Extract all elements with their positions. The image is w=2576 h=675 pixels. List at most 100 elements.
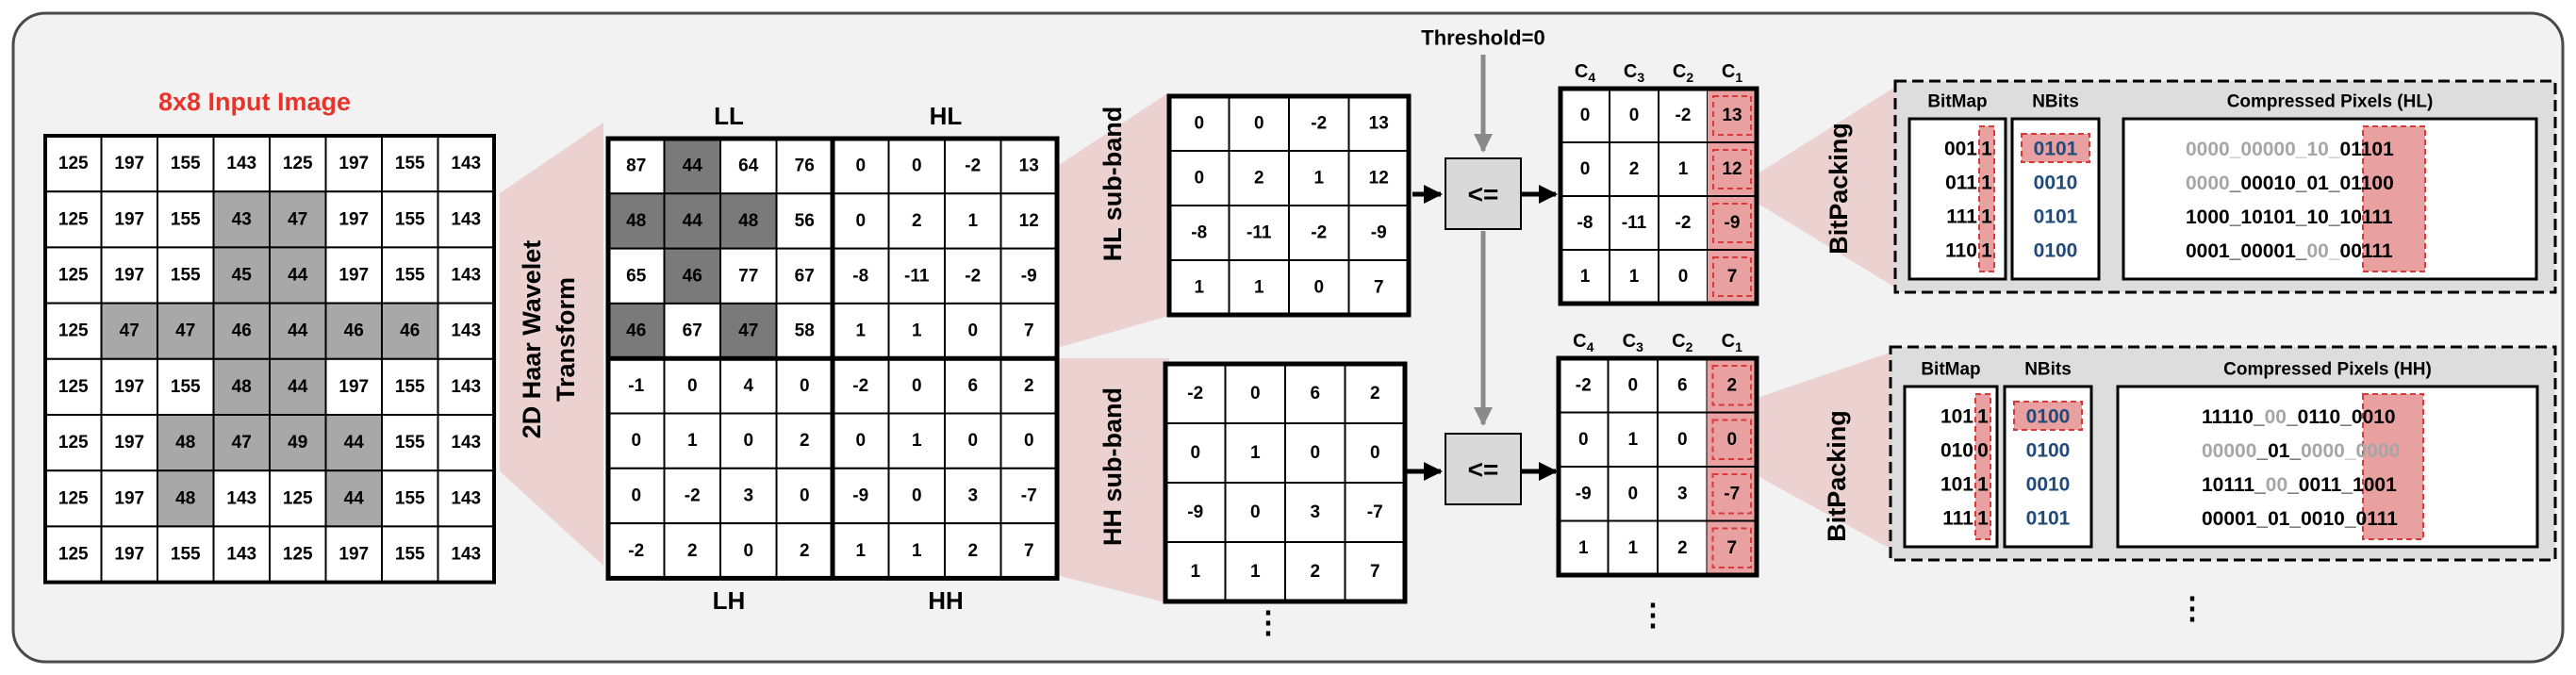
coefficient-cell bbox=[944, 192, 1002, 250]
bit-segment: 0010 bbox=[2352, 406, 2396, 428]
input-pixel-value: 197 bbox=[339, 209, 369, 229]
coefficient-value: 7 bbox=[1024, 321, 1034, 341]
hl-bitpack-nbits-highlight bbox=[2021, 133, 2090, 163]
coefficient-value: 4 bbox=[743, 376, 753, 396]
hl-threshold-grid-value: 1 bbox=[1580, 267, 1591, 287]
bit-segment: 0001_00001_ bbox=[2186, 240, 2307, 262]
input-pixel-value: 143 bbox=[451, 321, 481, 341]
band-input-to-transform bbox=[500, 123, 603, 566]
hh-subband-grid-value: -9 bbox=[1187, 502, 1203, 522]
comparator-box-hl bbox=[1445, 157, 1522, 230]
input-pixel-value: 155 bbox=[171, 209, 201, 229]
coefficient-value: 6 bbox=[967, 376, 978, 396]
hl-bitpack-nbits-value: 0101 bbox=[2034, 139, 2078, 160]
input-pixel-cell bbox=[44, 414, 103, 472]
bit-segment: 0000_ bbox=[2301, 440, 2356, 462]
coefficient-cell bbox=[832, 522, 890, 580]
coefficient-value: 46 bbox=[683, 266, 702, 286]
column-header-main: C bbox=[1672, 331, 1685, 352]
column-header-sub: 2 bbox=[1686, 339, 1693, 354]
quadrant-label-hl: HL bbox=[930, 102, 963, 130]
coefficient-value: 13 bbox=[1019, 156, 1039, 176]
hh-subband-label: HH sub-band bbox=[1098, 387, 1127, 546]
column-header-main: C bbox=[1722, 61, 1735, 82]
input-pixel-value: 155 bbox=[395, 154, 425, 173]
bit-segment: 0000 bbox=[2186, 173, 2230, 194]
input-pixel-value: 48 bbox=[232, 377, 252, 397]
column-header-c1: C1 bbox=[1722, 61, 1742, 85]
hh-threshold-grid-value: -7 bbox=[1724, 484, 1740, 503]
quadrant-label-lh: LH bbox=[713, 586, 746, 615]
hh-bitpack-bitmap-row: 010 bbox=[1940, 440, 1973, 462]
hl-subband-grid-value: 0 bbox=[1194, 114, 1204, 134]
hl-bitpack-bitmap-bit: 1 bbox=[1981, 240, 1992, 262]
input-pixel-cell bbox=[381, 469, 439, 528]
hl-subband-text: HL sub-band bbox=[1098, 107, 1127, 262]
coefficient-value: 0 bbox=[631, 486, 641, 505]
bit-segment: _0011_ bbox=[2287, 474, 2353, 496]
hh-bitpack-bitmap-bit: 0 bbox=[1977, 440, 1989, 462]
hl-threshold-grid-border bbox=[1558, 86, 1759, 306]
coefficient-value: 47 bbox=[738, 321, 758, 341]
coefficient-value: 2 bbox=[967, 541, 978, 561]
input-pixel-value: 197 bbox=[339, 154, 369, 173]
input-pixel-value: 143 bbox=[226, 154, 256, 173]
input-pixel-cell bbox=[157, 357, 215, 416]
hh-subband-grid-value: 0 bbox=[1250, 502, 1261, 522]
hh-bitpack-bitmap-highlight bbox=[1974, 393, 1991, 540]
input-pixel-cell bbox=[100, 190, 158, 249]
hl-threshold-grid-value: 0 bbox=[1629, 106, 1640, 125]
hl-bitpack-compressed-row: 0001_00001_00_00111 bbox=[2186, 240, 2393, 262]
coefficient-cell bbox=[999, 522, 1058, 580]
column-header-c4: C4 bbox=[1575, 61, 1595, 85]
bit-segment: 00 bbox=[2266, 474, 2287, 496]
coefficient-value: -2 bbox=[628, 541, 644, 561]
coefficient-value: 67 bbox=[683, 321, 702, 341]
input-pixel-value: 46 bbox=[232, 321, 252, 341]
coefficient-cell bbox=[663, 302, 721, 360]
input-pixel-value: 155 bbox=[395, 433, 425, 453]
hh-subband-grid-value: 2 bbox=[1310, 562, 1320, 582]
input-pixel-value: 197 bbox=[114, 209, 144, 229]
hl-bitpack-compressed-row: 0000_00000_10_01101 bbox=[2186, 139, 2394, 160]
coefficient-value: 44 bbox=[683, 211, 703, 231]
input-pixel-value: 44 bbox=[344, 433, 365, 453]
hl-threshold-grid-cell bbox=[1609, 195, 1660, 251]
coefficient-cell bbox=[719, 302, 778, 360]
coefficient-value: 1 bbox=[912, 541, 922, 561]
input-pixel-value: 143 bbox=[451, 433, 481, 453]
input-pixel-value: 155 bbox=[395, 488, 425, 508]
coefficient-cell bbox=[887, 412, 946, 469]
input-pixel-cell bbox=[100, 414, 158, 472]
bit-segment: 00_ bbox=[2306, 240, 2339, 262]
input-pixel-cell bbox=[212, 414, 271, 472]
coefficient-cell bbox=[944, 467, 1002, 525]
hh-bitpack-compressed-row: 00001_01_0010_0111 bbox=[2202, 508, 2398, 530]
hl-threshold-grid-value: 13 bbox=[1722, 106, 1742, 125]
hh-threshold-grid-value: -9 bbox=[1576, 484, 1592, 503]
bit-segment: 00000 bbox=[2202, 440, 2256, 462]
hh-bitpack-pixels-header: Compressed Pixels (HH) bbox=[2223, 360, 2432, 380]
input-pixel-value: 143 bbox=[451, 377, 481, 397]
input-pixel-value: 47 bbox=[120, 321, 140, 341]
input-pixel-value: 125 bbox=[58, 488, 89, 508]
hh-threshold-grid-border bbox=[1556, 355, 1759, 578]
hl-subband-grid-border bbox=[1166, 93, 1412, 318]
coefficient-value: 0 bbox=[855, 211, 866, 231]
coefficient-cell bbox=[663, 412, 721, 469]
hl-bitpack-pixels-box bbox=[2122, 117, 2538, 281]
hl-subband-grid-cell bbox=[1288, 205, 1350, 261]
band-hh bbox=[1037, 358, 1169, 603]
input-pixel-cell bbox=[324, 357, 383, 416]
coefficient-cell bbox=[607, 138, 666, 195]
column-header-sub: 2 bbox=[1686, 70, 1693, 85]
coefficient-value: 0 bbox=[800, 486, 810, 505]
hh-threshold-grid-value: 0 bbox=[1677, 430, 1688, 450]
hh-threshold-grid-value: 1 bbox=[1627, 430, 1638, 450]
coefficient-cell bbox=[832, 467, 890, 525]
hl-subband-grid-value: 7 bbox=[1374, 278, 1384, 298]
hh-bitpack-bitmap-bit: 1 bbox=[1977, 508, 1989, 530]
hl-subband-grid-value: -2 bbox=[1311, 114, 1327, 134]
